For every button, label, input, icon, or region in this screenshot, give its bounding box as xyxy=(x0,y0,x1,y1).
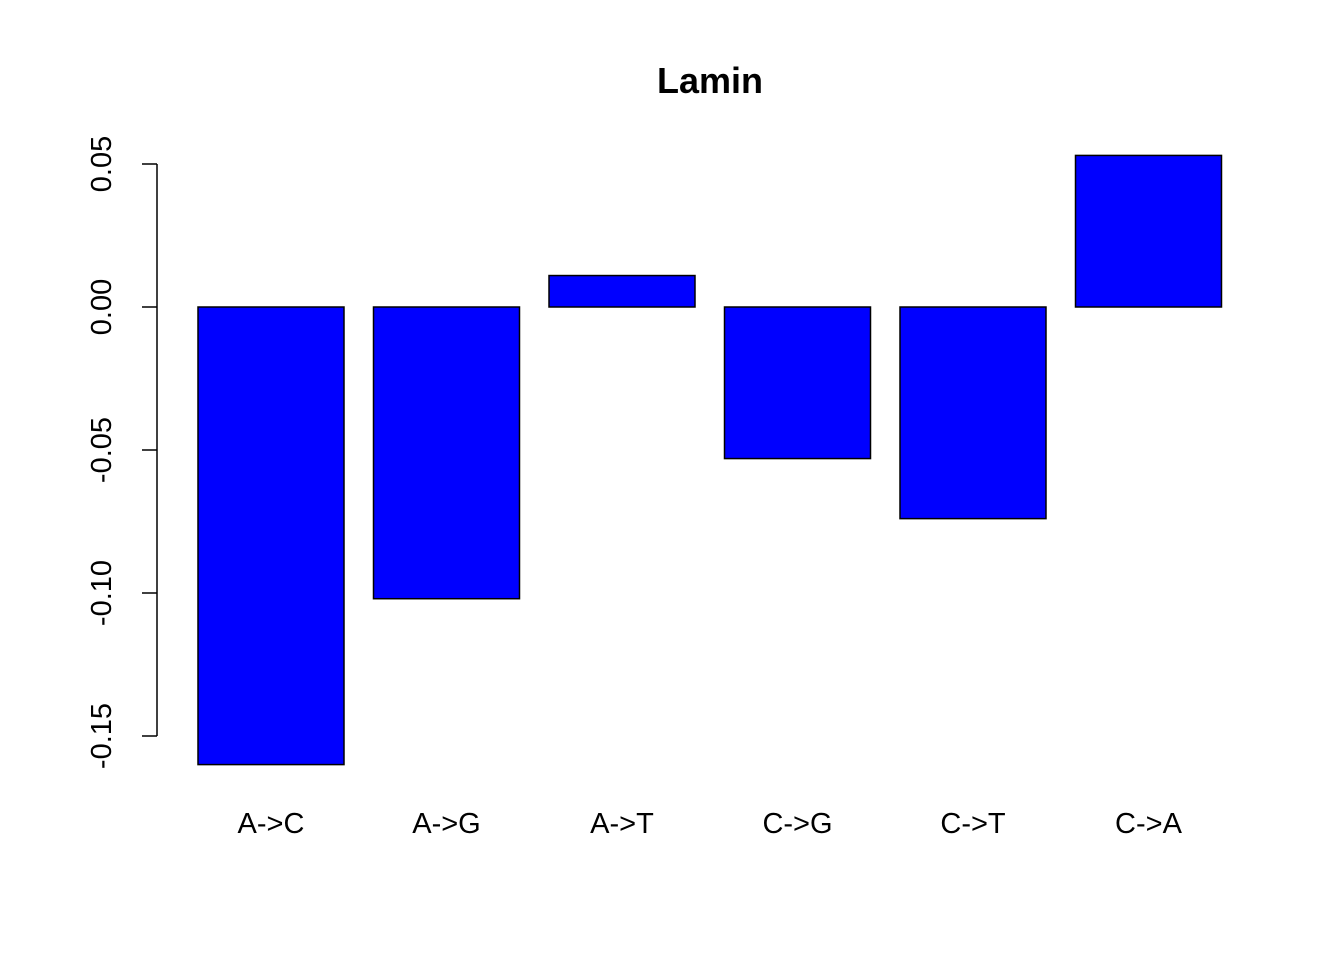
y-tick-label: -0.05 xyxy=(86,417,118,483)
y-axis: 0.05 0.00 -0.05 -0.10 -0.15 xyxy=(86,136,158,769)
bar-a-c xyxy=(197,306,345,766)
x-tick-label: A->G xyxy=(412,808,481,840)
bar-a-t xyxy=(548,274,696,308)
y-tick-label: 0.05 xyxy=(86,136,118,192)
x-tick-label: A->C xyxy=(238,808,305,840)
y-tick-label: -0.10 xyxy=(86,560,118,626)
y-tick-label: -0.15 xyxy=(86,703,118,769)
x-tick-label: C->T xyxy=(940,808,1006,840)
x-tick-label: C->A xyxy=(1115,808,1183,840)
y-tick-label: 0.00 xyxy=(86,279,118,335)
x-tick-label: A->T xyxy=(590,808,654,840)
x-axis-labels: A->C A->G A->T C->G C->T C->A xyxy=(238,808,1183,840)
chart-title: Lamin xyxy=(657,60,763,101)
bars xyxy=(197,154,1223,766)
x-tick-label: C->G xyxy=(762,808,832,840)
bar-c-g xyxy=(723,306,872,460)
bar-a-g xyxy=(372,306,521,600)
bar-c-t xyxy=(899,306,1047,520)
bar-c-a xyxy=(1074,154,1223,308)
